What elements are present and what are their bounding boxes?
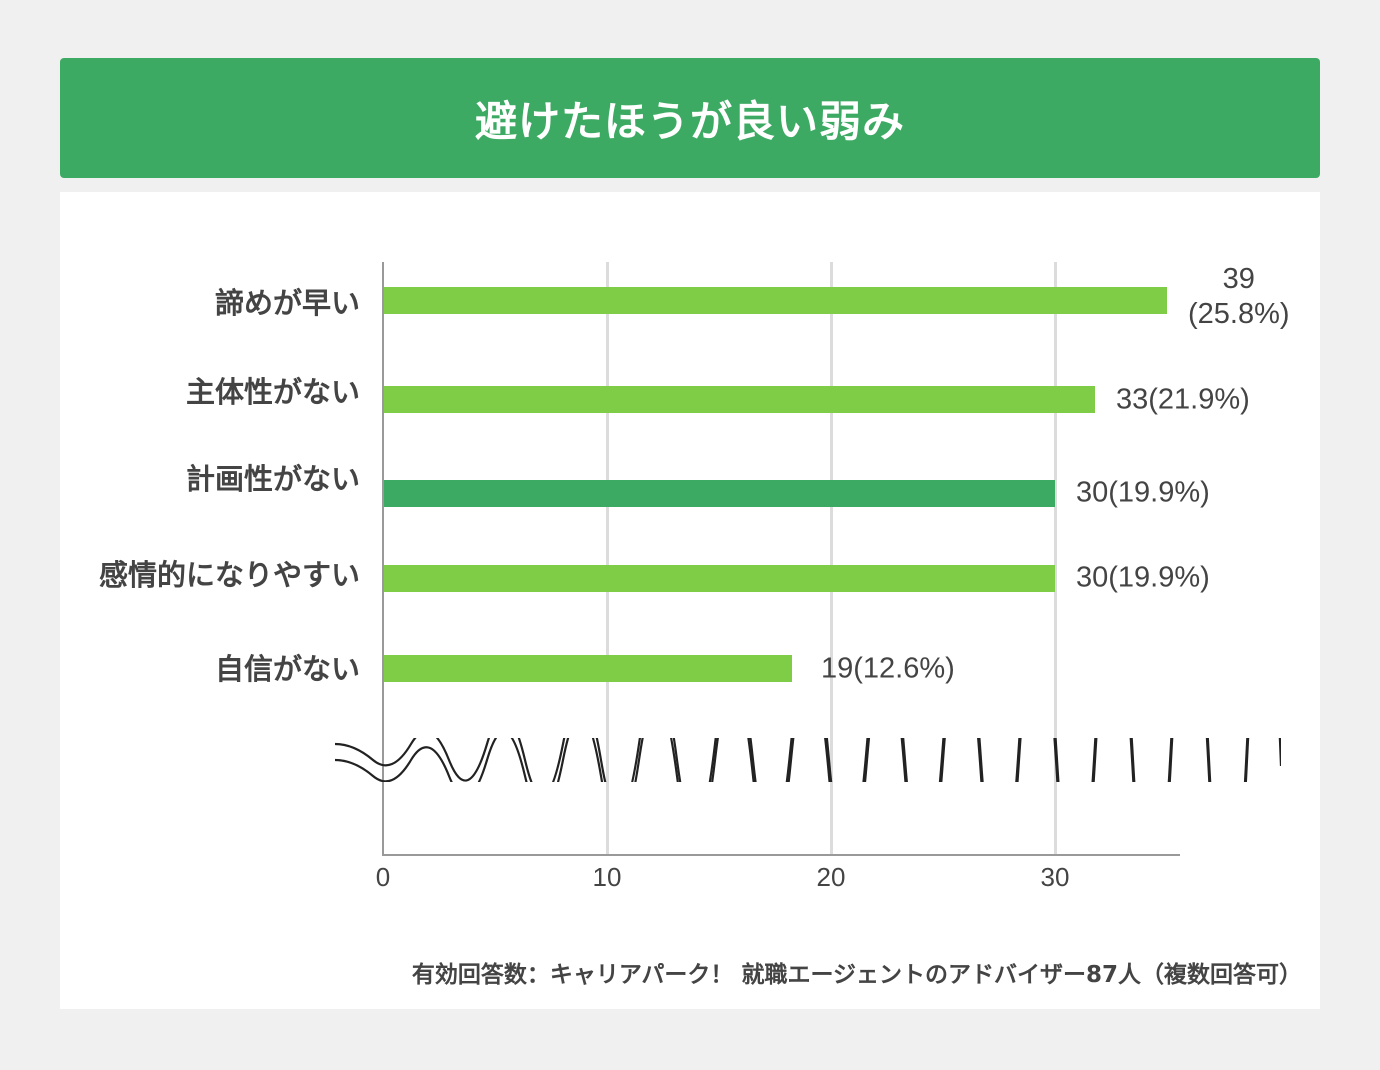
chart-title: 避けたほうが良い弱み xyxy=(474,96,905,146)
bar-lack-of-planning xyxy=(384,480,1055,507)
category-label: 諦めが早い xyxy=(214,286,360,320)
value-label: 30(19.9%) xyxy=(1076,476,1210,509)
category-label: 主体性がない xyxy=(185,375,360,409)
value-label: 30(19.9%) xyxy=(1076,561,1210,594)
chart-title-banner: 避けたほうが良い弱み xyxy=(60,58,1320,178)
axis-break-wave-icon xyxy=(335,738,1281,782)
category-label: 計画性がない xyxy=(185,462,360,496)
survey-note: 有効回答数：キャリアパーク！ 就職エージェントのアドバイザー87人（複数回答可） xyxy=(411,962,1302,988)
bar-lack-of-confidence xyxy=(384,655,792,682)
x-tick-10: 10 xyxy=(592,862,622,892)
category-label: 自信がない xyxy=(214,652,360,686)
gridline-20 xyxy=(830,262,833,855)
x-tick-20: 20 xyxy=(816,862,846,892)
value-count: 39 xyxy=(1222,263,1255,295)
value-label: 39 (25.8%) xyxy=(1188,262,1290,332)
x-axis xyxy=(382,854,1180,856)
category-label: 感情的になりやすい xyxy=(98,558,360,592)
value-label: 19(12.6%) xyxy=(821,652,955,685)
bar-lack-of-initiative xyxy=(384,386,1095,413)
x-tick-0: 0 xyxy=(375,862,391,892)
bar-emotional xyxy=(384,565,1055,592)
value-percent: (25.8%) xyxy=(1188,298,1290,330)
gridline-10 xyxy=(606,262,609,855)
x-tick-30: 30 xyxy=(1040,862,1070,892)
gridline-30 xyxy=(1054,262,1057,855)
y-axis xyxy=(382,262,384,856)
chart-panel xyxy=(60,192,1320,1009)
value-label: 33(21.9%) xyxy=(1116,383,1250,416)
bar-giving-up-easily xyxy=(384,287,1167,314)
